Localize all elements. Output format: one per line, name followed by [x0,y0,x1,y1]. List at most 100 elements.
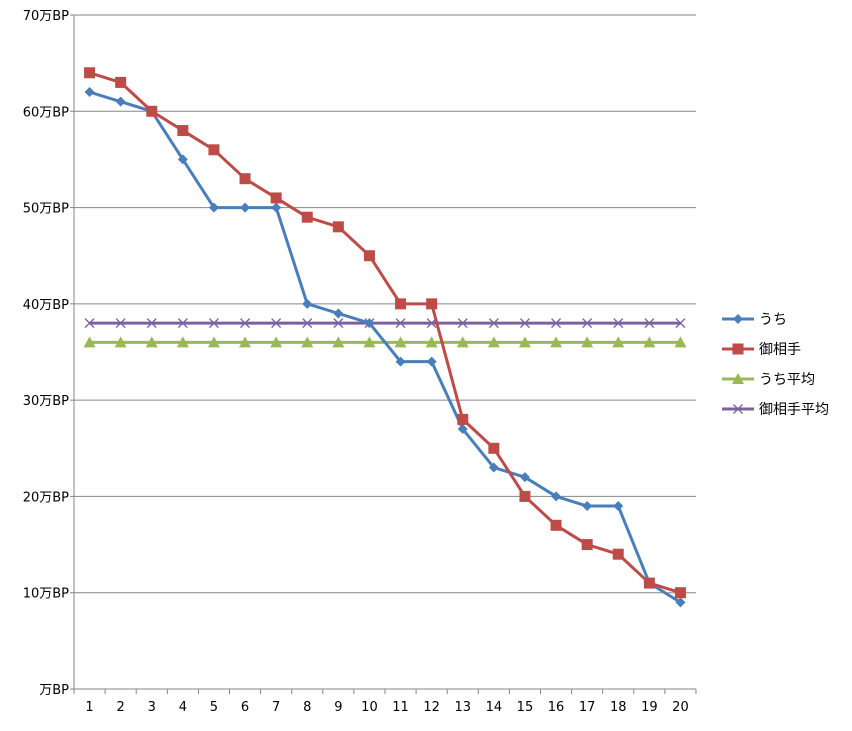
x-tick-label: 16 [548,700,565,715]
x-tick-label: 6 [241,700,249,715]
data-point [114,336,127,348]
x-tick-label: 15 [517,700,534,715]
data-point [240,202,251,213]
data-point [271,202,282,213]
x-tick-label: 12 [423,700,440,715]
data-point [488,318,499,329]
series-line [89,90,682,604]
x-tick-label: 4 [179,700,187,715]
data-point [176,336,189,348]
gridlines [74,14,696,594]
x-tick-label: 5 [210,700,218,715]
data-point [519,490,531,502]
y-tick-label: 20万BP [23,490,69,505]
data-point [84,318,95,329]
data-point [581,336,594,348]
data-point [115,96,126,107]
y-tick-label: 40万BP [23,298,69,313]
data-point [675,318,686,329]
y-tick-label: 70万BP [23,9,69,24]
data-point [550,519,562,531]
data-point [457,413,469,425]
data-point [207,336,220,348]
data-point [488,442,500,454]
data-point [83,336,96,348]
x-tick-label: 11 [392,700,409,715]
y-tick-label: 万BP [39,683,69,698]
data-point [208,318,219,329]
data-point [301,211,313,223]
data-point [208,202,219,213]
x-tick-label: 20 [672,700,689,715]
y-tick-label: 10万BP [23,587,69,602]
data-point [612,548,624,560]
data-point [301,336,314,348]
legend-label: うち [759,312,787,328]
data-point [302,298,313,309]
data-point [363,250,375,262]
x-tick-label: 2 [117,700,125,715]
x-tick-label: 14 [486,700,503,715]
data-point [518,336,531,348]
legend-swatch-marker [732,343,744,355]
series [83,67,687,608]
x-tick-label: 7 [272,700,280,715]
data-point [457,318,468,329]
x-tick-label: 9 [334,700,342,715]
legend-item: 御相手 [722,342,801,358]
data-point [177,318,188,329]
y-tick-labels: 万BP 10万BP 20万BP 30万BP 40万BP 50万BP 60万BP 70万BP [23,9,69,698]
data-point [84,67,96,79]
y-tick-label: 50万BP [23,202,69,217]
data-point [115,76,127,88]
x-tick-label: 13 [454,700,471,715]
x-tick-label: 8 [303,700,311,715]
data-point [332,221,344,233]
data-point [582,501,593,512]
data-point [643,577,655,589]
legend-label: 御相手平均 [759,402,829,418]
data-point [519,472,530,483]
data-point [582,318,593,329]
data-point [550,336,563,348]
x-tick-labels: 1 2 3 4 5 6 7 8 9 10 11 12 13 14 15 16 17 18 19 20 [85,700,688,715]
legend-swatch-marker [732,373,744,384]
data-point [395,356,406,367]
data-point [675,597,686,608]
data-point [302,318,313,329]
x-tick-label: 3 [148,700,156,715]
x-tick-label: 18 [610,700,627,715]
data-point [364,318,375,329]
data-point [613,318,624,329]
data-point [488,462,499,473]
series-3 [84,318,686,329]
data-point [581,539,593,551]
data-point [395,298,407,310]
data-point [487,336,500,348]
data-point [146,318,157,329]
data-point [426,356,437,367]
x-tick-label: 17 [579,700,596,715]
series-1 [84,67,686,599]
data-point [145,336,158,348]
x-tick-label: 1 [85,700,93,715]
data-point [644,318,655,329]
data-point [456,336,469,348]
legend-swatch-marker [733,404,743,414]
legend-item: うち平均 [722,372,815,388]
y-tick-label: 60万BP [23,105,69,120]
data-point [84,87,95,98]
data-point [551,491,562,502]
legend-swatch-marker [733,314,743,324]
data-point [394,336,407,348]
data-point [271,318,282,329]
data-point [395,318,406,329]
data-point [270,336,283,348]
x-tick-label: 19 [641,700,658,715]
data-point [239,173,251,185]
legend-item: うち [722,312,787,328]
legend-item: 御相手平均 [722,402,829,418]
data-point [643,336,656,348]
